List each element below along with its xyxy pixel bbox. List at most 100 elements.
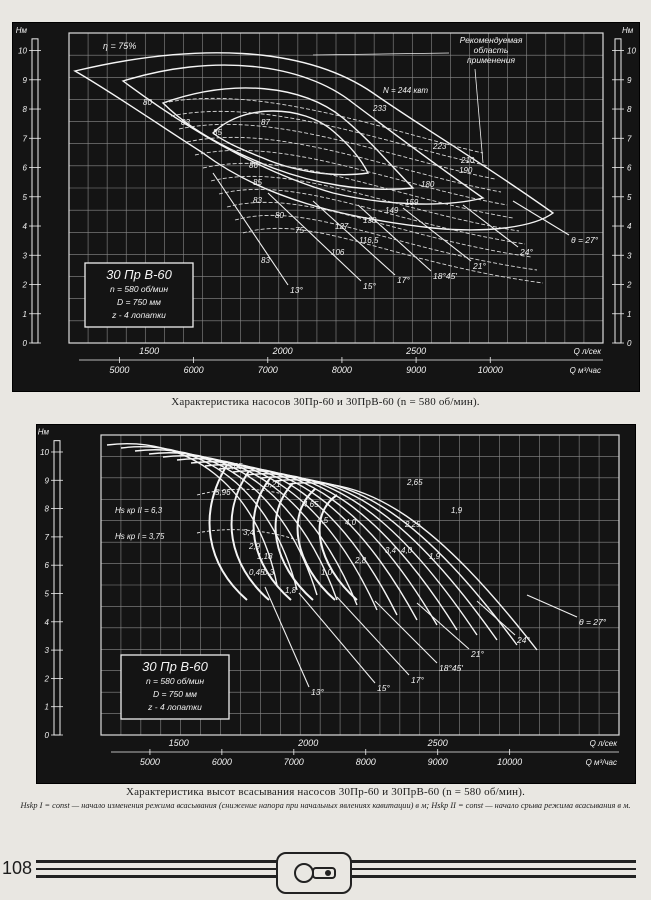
power-label: 210	[460, 156, 475, 165]
q-m3-tick-label: 10000	[497, 757, 522, 767]
efficiency-label: 83	[261, 256, 270, 265]
blade-angle-line	[357, 204, 432, 272]
power-curve	[226, 201, 532, 258]
h-tick-label: 8	[627, 105, 632, 114]
q-ls-tick-label: 1500	[169, 738, 189, 748]
power-curve	[178, 123, 496, 180]
inset-model: 30 Пр В-60	[142, 659, 209, 674]
h-tick-label: 1	[23, 310, 27, 319]
q-m3-unit: Q м³/час	[586, 758, 617, 767]
suction-loop	[274, 482, 314, 601]
q-ls-tick-label: 2500	[427, 738, 448, 748]
blade-angle-label: 21°	[472, 261, 486, 271]
blade-angle-line	[402, 207, 472, 262]
plot-frame	[68, 32, 604, 344]
h-tick-label: 4	[23, 222, 28, 231]
suction-curve-label: 4,0	[401, 546, 413, 555]
q-m3-tick-label: 10000	[478, 365, 503, 375]
inset-model: 30 Пр В-60	[106, 267, 173, 282]
h-tick-label: 5	[627, 193, 632, 202]
blade-angle-line	[267, 192, 362, 282]
h-tick-label: 3	[45, 646, 50, 655]
q-ls-tick-label: 2000	[272, 346, 293, 356]
h-tick-label: 6	[23, 164, 28, 173]
inset-diameter: D = 750 мм	[153, 689, 197, 699]
efficiency-curve	[121, 64, 485, 205]
blade-angle-line	[416, 602, 470, 650]
inset-diameter: D = 750 мм	[117, 297, 161, 307]
blade-angle-label: 13°	[311, 687, 324, 697]
performance-caption: Характеристика насосов 30Пр-60 и 30ПрВ-6…	[171, 396, 480, 408]
h-tick-label: 9	[23, 76, 28, 85]
q-ls-tick-label: 2000	[297, 738, 318, 748]
q-ls-tick-label: 1500	[139, 346, 159, 356]
hs-critical-label: Hs кр II = 6,3	[115, 506, 163, 515]
suction-chart-svg: 0 1 2 3 4 5 6 7 8 9 10 Нм 1500 2000 2500 Q л/сек 5000 600…	[38, 428, 620, 767]
h-tick-label: 0	[627, 339, 632, 348]
suction-loop	[208, 464, 248, 601]
q-m3-tick-label: 9000	[406, 365, 426, 375]
blade-angle-label: θ = 27°	[571, 235, 599, 245]
suction-curve	[204, 464, 418, 621]
power-label: 149	[385, 206, 399, 215]
h-tick-label: 4	[627, 222, 632, 231]
h-tick-label: 1	[627, 310, 631, 319]
power-label: 138	[363, 216, 377, 225]
power-curve	[210, 175, 520, 232]
h-tick-label: 4	[45, 618, 50, 627]
q-m3-tick-label: 5000	[109, 365, 129, 375]
q-m3-tick-label: 6000	[184, 365, 204, 375]
power-label: N = 244 квт	[383, 86, 428, 95]
blade-angle-label: 18°45'	[433, 271, 457, 281]
suction-curve-label: 0,45	[249, 568, 265, 577]
efficiency-label: 80	[143, 98, 152, 107]
q-m3-tick-label: 9000	[428, 757, 448, 767]
suction-curve	[288, 482, 538, 651]
power-label: 127	[335, 222, 349, 231]
q-m3-tick-label: 5000	[140, 757, 160, 767]
suction-curve-label: 1,0	[321, 568, 333, 577]
blade-angle-label: 15°	[363, 281, 376, 291]
inset-box	[84, 262, 194, 328]
blade-angle-line	[264, 586, 310, 688]
inset-box	[120, 654, 230, 720]
page-number: 108	[2, 858, 33, 878]
suction-curve-label: 3,4	[243, 528, 255, 537]
performance-chart-svg: 0 1 2 3 4 5 6 7 8 9 10 Нм 0 1 2 3 4 5 6 7 8 9 10 Нм 1500 2000 2500…	[16, 26, 637, 375]
q-m3-tick-label: 8000	[332, 365, 352, 375]
h-tick-label: 2	[44, 674, 50, 683]
blade-angle-label: 17°	[397, 275, 410, 285]
h-axis-label: Нм	[622, 26, 634, 35]
h-tick-label: 0	[23, 339, 28, 348]
efficiency-curve	[211, 110, 370, 176]
suction-chart: 0 1 2 3 4 5 6 7 8 9 10 Нм 1500 2000 2500 Q л/сек 5000 600…	[36, 424, 636, 784]
efficiency-label: 83	[253, 196, 262, 205]
suction-loop	[318, 494, 358, 601]
suction-curve-label: 5,21	[265, 480, 281, 489]
h-tick-label: 10	[627, 47, 636, 56]
suction-curve-label: 4,65	[303, 500, 319, 509]
suction-curve	[190, 461, 398, 616]
power-label: 190	[459, 166, 473, 175]
h-tick-label: 3	[627, 251, 632, 260]
blade-angle-line	[312, 200, 396, 276]
efficiency-label: 86	[249, 161, 258, 170]
pump-emblem-drawing	[294, 863, 336, 883]
inset-blades: z - 4 лопатки	[111, 310, 166, 320]
power-curve	[194, 149, 508, 206]
q-ls-tick-label: 2500	[405, 346, 426, 356]
suction-curve-label: 5,96	[215, 488, 231, 497]
h-tick-label: 8	[45, 505, 50, 514]
suction-loop	[296, 488, 336, 601]
h-tick-label: 1	[45, 703, 49, 712]
h-axis-label: Нм	[16, 26, 28, 35]
h-tick-label: 0	[45, 731, 50, 740]
blade-angle-line	[336, 596, 410, 676]
suction-curve-label: 3,4	[385, 546, 397, 555]
suction-curve-label: 2,25	[404, 520, 421, 529]
suction-curve-label: 1,9	[429, 552, 441, 561]
efficiency-label: 75	[295, 226, 304, 235]
q-m3-tick-label: 6000	[212, 757, 232, 767]
suction-curve	[162, 455, 358, 606]
blade-angle-label: 18°45'	[439, 663, 463, 673]
